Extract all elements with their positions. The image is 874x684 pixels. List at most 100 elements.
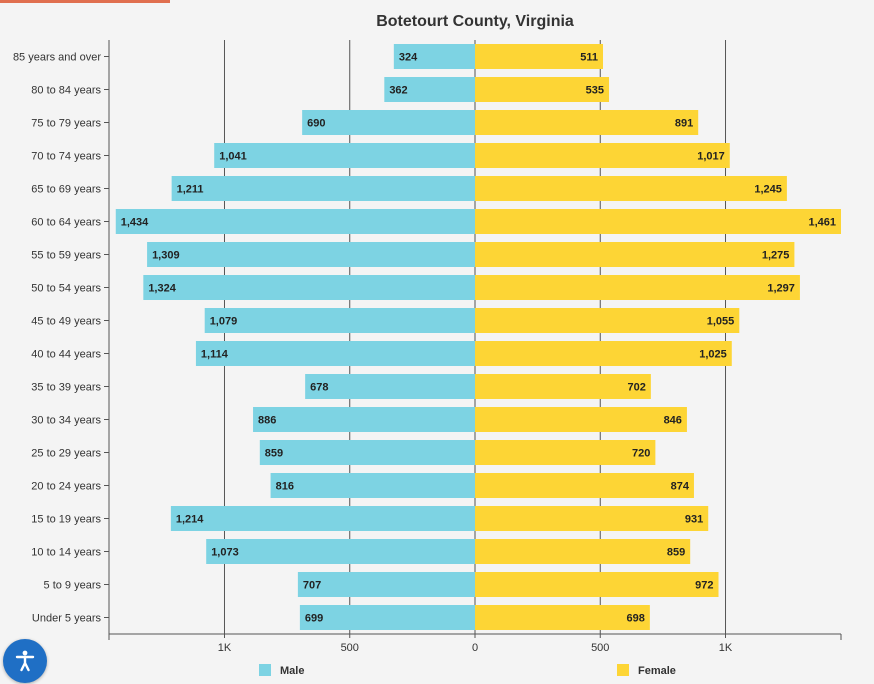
male-bar[interactable] <box>297 572 475 597</box>
female-bar-label: 1,017 <box>697 151 725 163</box>
category-label: 10 to 14 years <box>31 547 101 559</box>
male-bar[interactable] <box>171 176 475 201</box>
female-bar-label: 931 <box>685 514 703 526</box>
male-bar-label: 1,309 <box>152 250 180 262</box>
category-label: 55 to 59 years <box>31 250 101 262</box>
female-bar[interactable] <box>475 242 795 267</box>
male-bar[interactable] <box>147 242 475 267</box>
male-bar-label: 1,073 <box>211 547 239 559</box>
male-bar[interactable] <box>384 77 475 102</box>
female-bar[interactable] <box>475 407 687 432</box>
category-label: 75 to 79 years <box>31 118 101 130</box>
category-label: 25 to 29 years <box>31 448 101 460</box>
female-bar[interactable] <box>475 77 610 102</box>
male-bar-label: 1,211 <box>177 184 204 196</box>
male-bar[interactable] <box>393 44 475 69</box>
female-bar[interactable] <box>475 341 732 366</box>
male-bar-label: 362 <box>389 85 407 97</box>
female-bar[interactable] <box>475 572 719 597</box>
category-label: 15 to 19 years <box>31 514 101 526</box>
female-bar-label: 720 <box>632 448 650 460</box>
x-tick-label: 500 <box>341 642 359 654</box>
female-bar-label: 846 <box>664 415 682 427</box>
x-axis: 1K 500 0 500 1K <box>108 633 842 654</box>
male-bar-label: 1,434 <box>121 217 149 229</box>
female-bar-label: 535 <box>586 85 604 97</box>
category-label: 60 to 64 years <box>31 217 101 229</box>
category-label: 80 to 84 years <box>31 85 101 97</box>
female-bar-label: 1,461 <box>808 217 836 229</box>
female-bar[interactable] <box>475 209 841 234</box>
male-bar-label: 707 <box>303 580 321 592</box>
x-tick-label: 0 <box>472 642 478 654</box>
x-tick-label: 500 <box>591 642 609 654</box>
category-label: 85 years and over <box>13 52 101 64</box>
legend-swatch-female <box>617 664 629 676</box>
category-label: 20 to 24 years <box>31 481 101 493</box>
male-bar-label: 678 <box>310 382 328 394</box>
y-axis: 85 years and over 80 to 84 years 75 to 79 … <box>13 40 110 634</box>
category-label: 45 to 49 years <box>31 316 101 328</box>
male-bar[interactable] <box>299 605 475 630</box>
female-bar[interactable] <box>475 374 651 399</box>
female-bar-label: 972 <box>695 580 713 592</box>
accessibility-icon <box>15 650 35 672</box>
female-bar[interactable] <box>475 275 800 300</box>
female-bar-label: 1,055 <box>707 316 735 328</box>
male-bar[interactable] <box>143 275 476 300</box>
male-bar-label: 1,214 <box>176 514 204 526</box>
male-bar-label: 1,041 <box>219 151 247 163</box>
male-bar[interactable] <box>206 539 476 564</box>
female-bar-label: 1,245 <box>754 184 782 196</box>
x-tick-label: 1K <box>719 642 733 654</box>
female-bar[interactable] <box>475 110 699 135</box>
male-bar-label: 816 <box>276 481 294 493</box>
male-bar[interactable] <box>214 143 475 168</box>
female-bar[interactable] <box>475 143 730 168</box>
female-bar[interactable] <box>475 308 740 333</box>
female-bar-label: 511 <box>580 52 598 64</box>
female-bar-label: 698 <box>626 613 644 625</box>
male-bar-label: 690 <box>307 118 325 130</box>
male-bar[interactable] <box>253 407 475 432</box>
male-bar-label: 1,114 <box>201 349 229 361</box>
category-label: 70 to 74 years <box>31 151 101 163</box>
female-bar-label: 702 <box>628 382 646 394</box>
female-bar[interactable] <box>475 44 604 69</box>
female-bar-label: 859 <box>667 547 685 559</box>
male-bar[interactable] <box>195 341 475 366</box>
legend-swatch-male <box>259 664 271 676</box>
category-label: 35 to 39 years <box>31 382 101 394</box>
male-bar[interactable] <box>204 308 475 333</box>
x-tick-label: 1K <box>218 642 232 654</box>
category-label: 65 to 69 years <box>31 184 101 196</box>
female-bar-label: 1,025 <box>699 349 727 361</box>
female-bar[interactable] <box>475 176 787 201</box>
male-bar[interactable] <box>302 110 475 135</box>
male-bar[interactable] <box>259 440 475 465</box>
grid-lines <box>223 40 727 634</box>
female-bar[interactable] <box>475 440 656 465</box>
male-bar[interactable] <box>115 209 476 234</box>
male-bar[interactable] <box>170 506 475 531</box>
female-bar[interactable] <box>475 506 709 531</box>
bars-group: 324 511 362 535 690 891 1,041 1,017 1,211 1,245 1,… <box>115 44 841 630</box>
chart-title: Botetourt County, Virginia <box>376 13 574 30</box>
legend-label-female[interactable]: Female <box>638 665 676 677</box>
male-bar-label: 886 <box>258 415 276 427</box>
female-bar-label: 1,297 <box>767 283 795 295</box>
male-bar-label: 699 <box>305 613 323 625</box>
legend: Male Female <box>259 664 676 677</box>
top-accent-bar <box>0 0 170 3</box>
female-bar-label: 1,275 <box>762 250 790 262</box>
female-bar[interactable] <box>475 605 650 630</box>
male-bar-label: 1,324 <box>148 283 176 295</box>
male-bar[interactable] <box>270 473 475 498</box>
male-bar-label: 1,079 <box>210 316 238 328</box>
female-bar[interactable] <box>475 539 691 564</box>
accessibility-button[interactable] <box>3 639 47 683</box>
male-bar[interactable] <box>305 374 475 399</box>
legend-label-male[interactable]: Male <box>280 665 304 677</box>
female-bar[interactable] <box>475 473 694 498</box>
